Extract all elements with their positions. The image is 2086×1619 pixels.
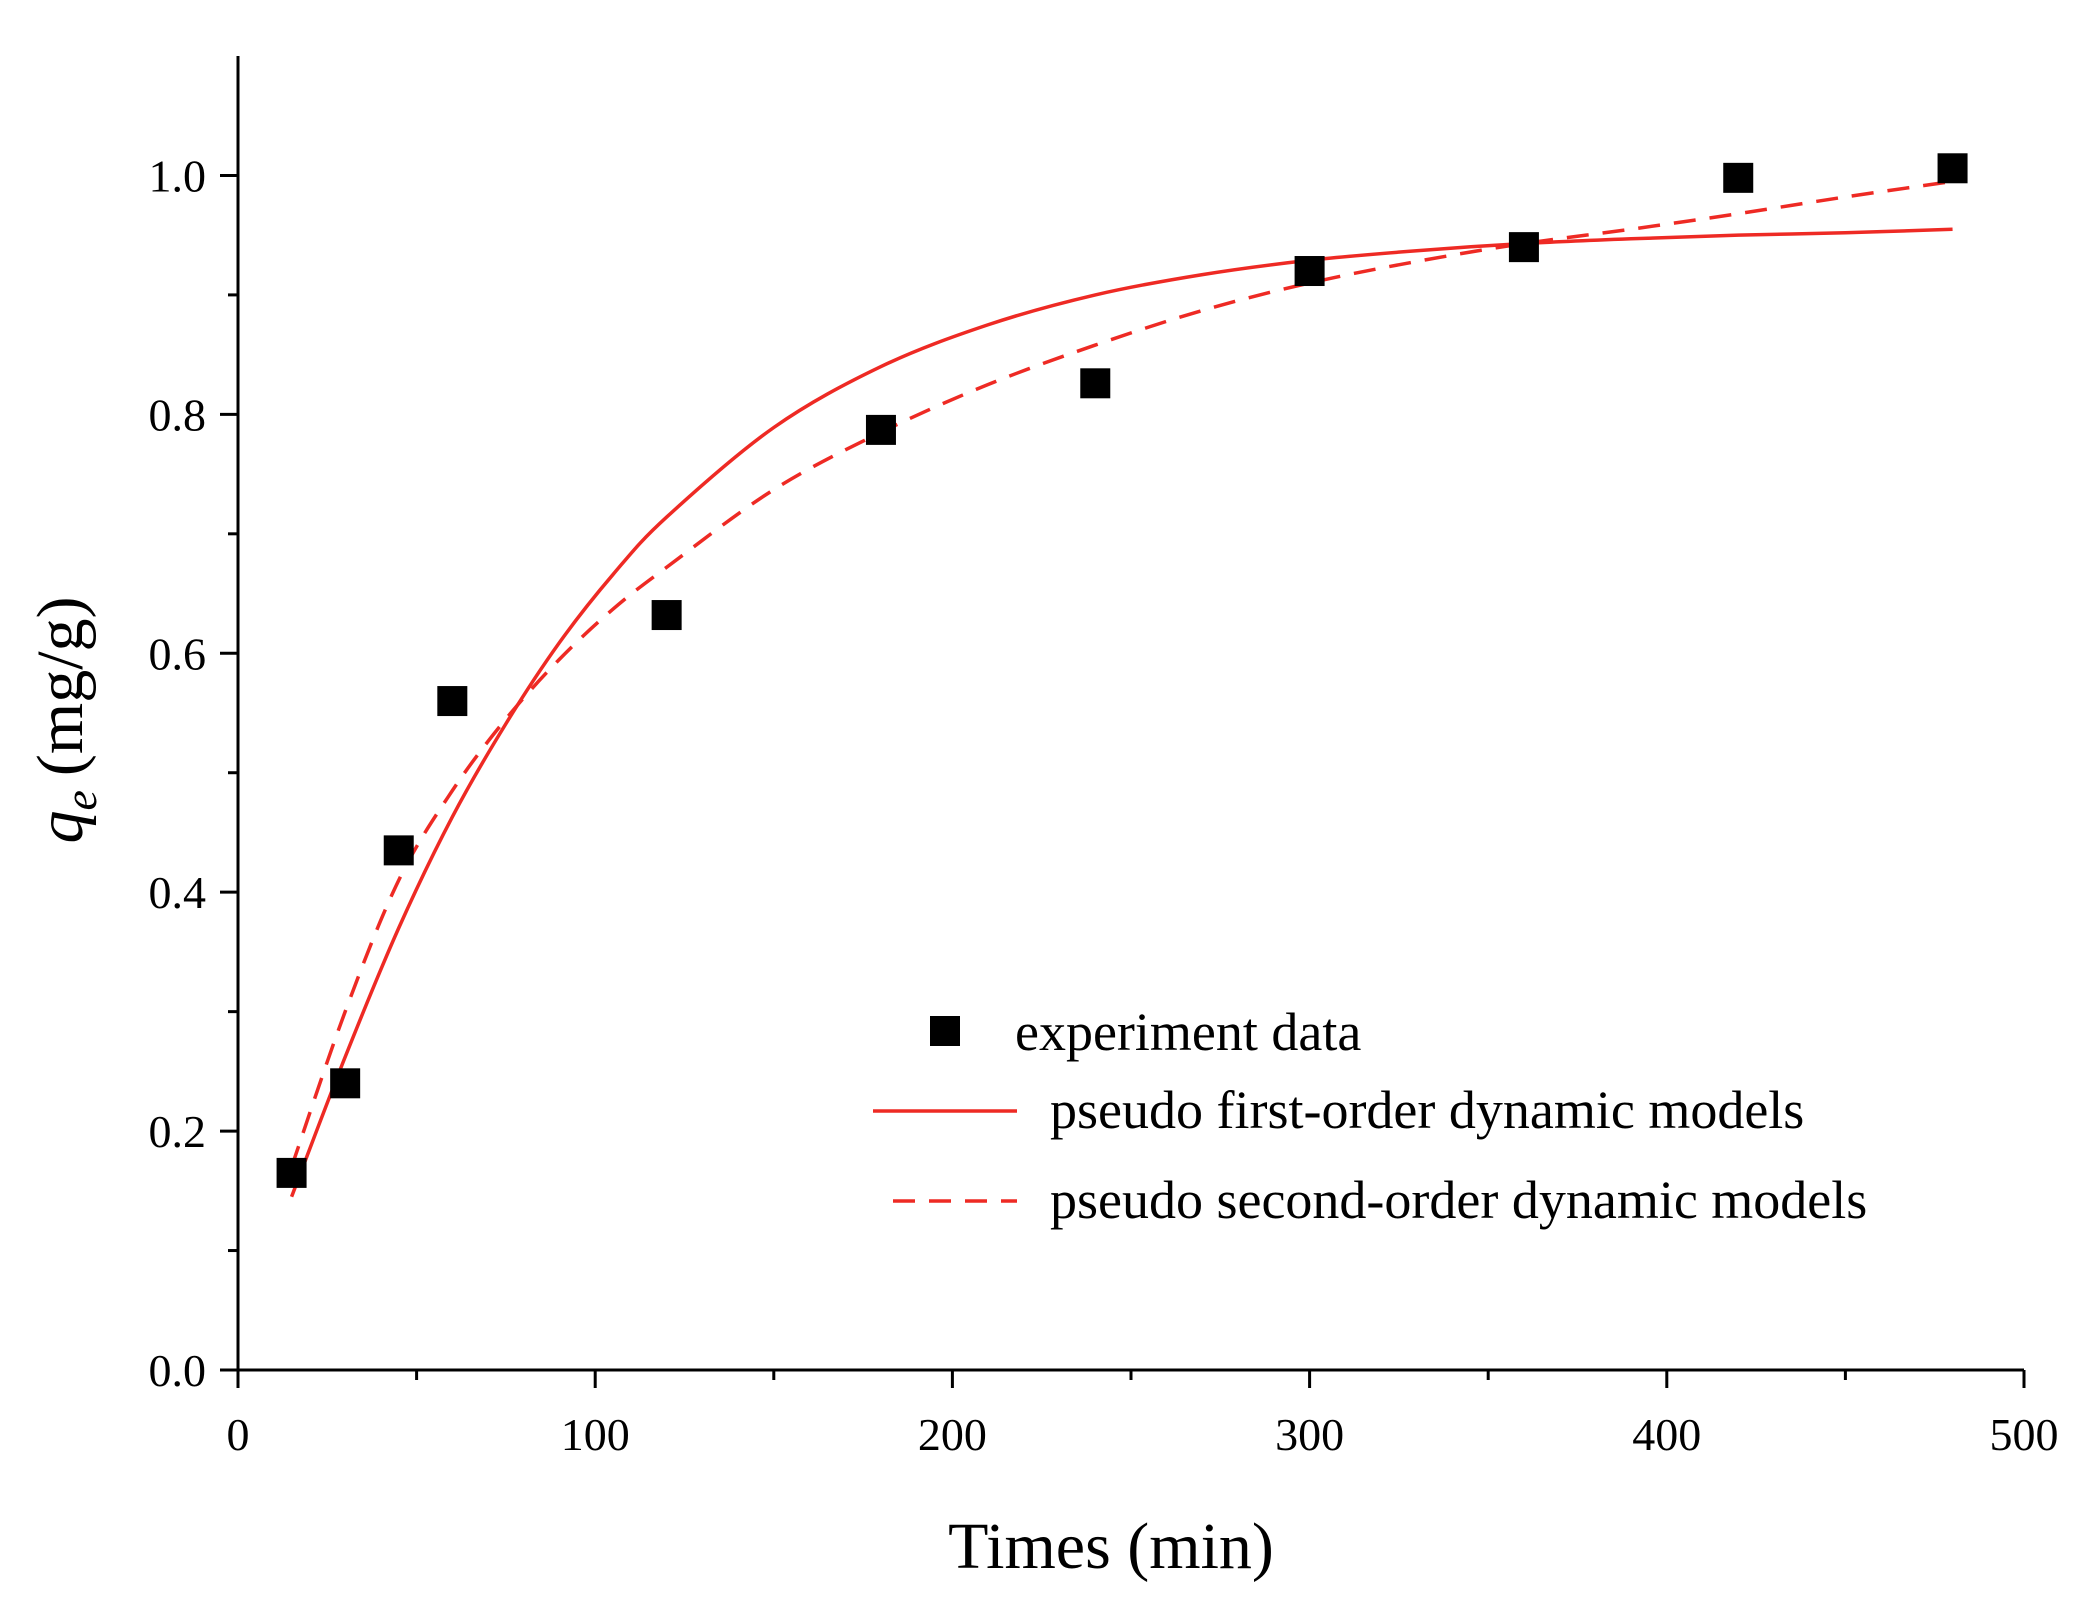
data-point: [1508, 232, 1539, 263]
y-axis-title: qe (mg/g): [24, 596, 106, 843]
y-axis-subscript: e: [55, 790, 106, 810]
y-tick-label: 0.8: [149, 389, 207, 440]
y-axis-symbol: q: [24, 811, 97, 844]
legend-label-experiment: experiment data: [1015, 1002, 1361, 1062]
curves-layer: [289, 179, 1953, 1198]
data-point: [383, 835, 414, 866]
x-tick-label: 100: [561, 1409, 630, 1460]
y-tick-label: 0.4: [149, 867, 207, 918]
data-point: [276, 1157, 307, 1188]
data-point: [1294, 256, 1325, 287]
y-axis-units: (mg/g): [24, 596, 97, 776]
y-tick-label: 1.0: [149, 150, 207, 201]
x-tick-label: 200: [918, 1409, 987, 1460]
data-point: [1723, 162, 1754, 193]
first-order-curve: [289, 227, 1953, 1198]
legend-label-second-order: pseudo second-order dynamic models: [1050, 1170, 1867, 1230]
legend: experiment data pseudo first-order dynam…: [873, 1002, 1867, 1230]
data-point: [1937, 153, 1968, 184]
x-tick-label: 0: [227, 1409, 250, 1460]
x-tick-label: 300: [1275, 1409, 1344, 1460]
data-point: [1080, 368, 1111, 399]
second-order-curve: [289, 179, 1953, 1168]
data-point: [865, 414, 896, 445]
x-tick-label: 400: [1632, 1409, 1701, 1460]
x-axis-title: Times (min): [948, 1510, 1274, 1583]
legend-label-first-order: pseudo first-order dynamic models: [1050, 1080, 1804, 1140]
y-tick-label: 0.2: [149, 1106, 207, 1157]
y-tick-label: 0.0: [149, 1345, 207, 1396]
legend-marker-experiment: [930, 1016, 960, 1046]
data-point: [651, 600, 682, 631]
x-tick-label: 500: [1990, 1409, 2059, 1460]
ticks-layer: 0 100 200 300 400 500 0.0 0.2 0.4 0.6 0.8 1.0: [149, 150, 2059, 1460]
markers-layer: [276, 153, 1968, 1188]
y-tick-label: 0.6: [149, 628, 207, 679]
data-point: [437, 686, 468, 717]
data-point: [330, 1068, 361, 1099]
